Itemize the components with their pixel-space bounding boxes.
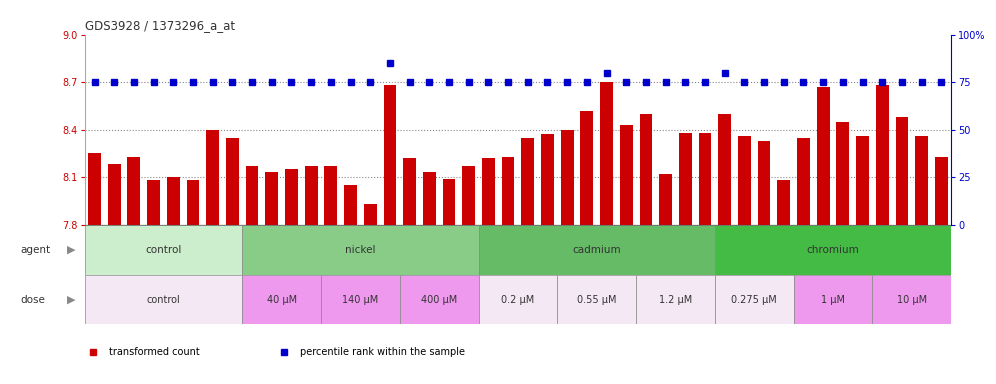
Bar: [935, 157, 948, 225]
Bar: [872, 275, 951, 324]
Bar: [817, 87, 830, 225]
Bar: [581, 111, 594, 225]
Text: ▶: ▶: [67, 295, 76, 305]
Text: cadmium: cadmium: [573, 245, 622, 255]
Text: control: control: [146, 295, 180, 305]
Bar: [399, 275, 478, 324]
Bar: [620, 125, 632, 225]
Bar: [636, 275, 715, 324]
Text: 10 μM: 10 μM: [896, 295, 927, 305]
Text: 400 μM: 400 μM: [421, 295, 457, 305]
Bar: [794, 275, 872, 324]
Text: ▶: ▶: [67, 245, 76, 255]
Text: GDS3928 / 1373296_a_at: GDS3928 / 1373296_a_at: [85, 19, 235, 32]
Bar: [246, 166, 258, 225]
Bar: [758, 141, 771, 225]
Bar: [85, 225, 242, 275]
Bar: [482, 158, 495, 225]
Bar: [108, 164, 121, 225]
Text: 1.2 μM: 1.2 μM: [658, 295, 692, 305]
Bar: [875, 85, 888, 225]
Text: control: control: [145, 245, 181, 255]
Bar: [167, 177, 179, 225]
Bar: [915, 136, 928, 225]
Bar: [502, 157, 515, 225]
Bar: [738, 136, 751, 225]
Bar: [679, 133, 691, 225]
Bar: [521, 137, 534, 225]
Bar: [147, 180, 160, 225]
Bar: [601, 82, 613, 225]
Bar: [206, 130, 219, 225]
Bar: [265, 172, 278, 225]
Text: 0.2 μM: 0.2 μM: [501, 295, 535, 305]
Text: 140 μM: 140 μM: [343, 295, 378, 305]
Bar: [242, 275, 321, 324]
Bar: [478, 275, 558, 324]
Bar: [715, 225, 951, 275]
Bar: [186, 180, 199, 225]
Bar: [561, 130, 574, 225]
Bar: [442, 179, 455, 225]
Bar: [285, 169, 298, 225]
Text: nickel: nickel: [346, 245, 375, 255]
Text: agent: agent: [20, 245, 50, 255]
Bar: [364, 204, 376, 225]
Bar: [718, 114, 731, 225]
Bar: [659, 174, 672, 225]
Text: transformed count: transformed count: [109, 347, 199, 357]
Bar: [715, 275, 794, 324]
Bar: [797, 137, 810, 225]
Bar: [462, 166, 475, 225]
Text: 40 μM: 40 μM: [267, 295, 297, 305]
Bar: [837, 122, 850, 225]
Bar: [541, 134, 554, 225]
Bar: [895, 117, 908, 225]
Bar: [558, 275, 636, 324]
Bar: [698, 133, 711, 225]
Text: 1 μM: 1 μM: [821, 295, 845, 305]
Bar: [242, 225, 478, 275]
Text: chromium: chromium: [807, 245, 860, 255]
Text: 0.55 μM: 0.55 μM: [577, 295, 617, 305]
Bar: [325, 166, 338, 225]
Bar: [226, 137, 239, 225]
Text: dose: dose: [20, 295, 45, 305]
Bar: [403, 158, 416, 225]
Bar: [305, 166, 318, 225]
Bar: [345, 185, 357, 225]
Bar: [127, 157, 140, 225]
Bar: [321, 275, 399, 324]
Bar: [639, 114, 652, 225]
Bar: [383, 85, 396, 225]
Text: 0.275 μM: 0.275 μM: [731, 295, 777, 305]
Bar: [857, 136, 869, 225]
Bar: [423, 172, 435, 225]
Text: percentile rank within the sample: percentile rank within the sample: [300, 347, 464, 357]
Bar: [85, 275, 242, 324]
Bar: [88, 153, 101, 225]
Bar: [778, 180, 790, 225]
Bar: [478, 225, 715, 275]
